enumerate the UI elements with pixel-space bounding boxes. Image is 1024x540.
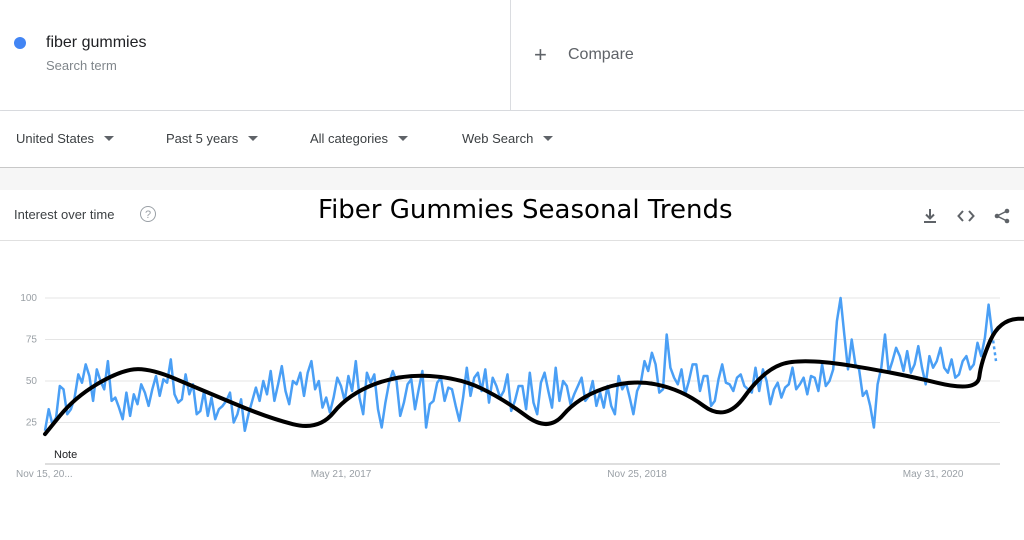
search-term-box[interactable]: fiber gummies Search term <box>0 0 511 110</box>
filter-time-label: Past 5 years <box>166 131 239 146</box>
search-term-bar: fiber gummies Search term + Compare <box>0 0 1024 111</box>
y-axis-ticks: 25 50 75 100 <box>20 293 37 429</box>
filter-region[interactable]: United States <box>16 131 115 146</box>
filter-time-range[interactable]: Past 5 years <box>166 131 259 146</box>
filter-category-label: All categories <box>310 131 389 146</box>
interest-card-header: Interest over time ? <box>0 190 1024 241</box>
compare-label: Compare <box>568 46 634 63</box>
overlay-title: Fiber Gummies Seasonal Trends <box>318 195 733 225</box>
series-forecast-segment <box>991 334 998 362</box>
y-tick-label: 25 <box>26 418 38 429</box>
caret-down-icon <box>104 136 115 141</box>
search-term-name[interactable]: fiber gummies <box>46 34 147 51</box>
y-tick-label: 100 <box>20 293 37 304</box>
filter-category[interactable]: All categories <box>310 131 409 146</box>
seasonal-trend-curve <box>43 316 1024 437</box>
download-icon[interactable] <box>921 208 939 224</box>
x-axis-ticks: Nov 15, 20... May 21, 2017 Nov 25, 2018 May… <box>16 469 964 480</box>
series-line-fiber-gummies <box>43 296 994 433</box>
y-tick-label: 50 <box>26 376 38 387</box>
filter-search-type-label: Web Search <box>462 131 534 146</box>
filter-search-type[interactable]: Web Search <box>462 131 554 146</box>
caret-down-icon <box>398 136 409 141</box>
caret-down-icon <box>248 136 259 141</box>
chart-note: Note <box>54 449 78 461</box>
x-tick-label: Nov 25, 2018 <box>607 469 667 480</box>
plus-icon: + <box>534 42 547 67</box>
filter-region-label: United States <box>16 131 95 146</box>
x-tick-label: Nov 15, 20... <box>16 469 73 480</box>
term-color-dot <box>14 37 26 49</box>
search-term-subtitle: Search term <box>46 58 117 73</box>
interest-over-time-chart: 25 50 75 100 Nov 15, 20... May 21, 2017 Nov 2… <box>16 293 1024 480</box>
compare-button[interactable]: + Compare <box>534 42 634 68</box>
share-icon[interactable] <box>993 208 1011 224</box>
caret-down-icon <box>543 136 554 141</box>
embed-code-icon[interactable] <box>957 208 975 224</box>
help-circle-icon[interactable]: ? <box>140 206 156 222</box>
x-tick-label: May 31, 2020 <box>903 469 964 480</box>
y-tick-label: 75 <box>26 335 38 346</box>
filter-bar: United States Past 5 years All categorie… <box>0 111 1024 168</box>
x-tick-label: May 21, 2017 <box>311 469 372 480</box>
chart-grid <box>45 297 1000 465</box>
section-gap <box>0 168 1024 190</box>
card-title: Interest over time <box>14 207 115 222</box>
